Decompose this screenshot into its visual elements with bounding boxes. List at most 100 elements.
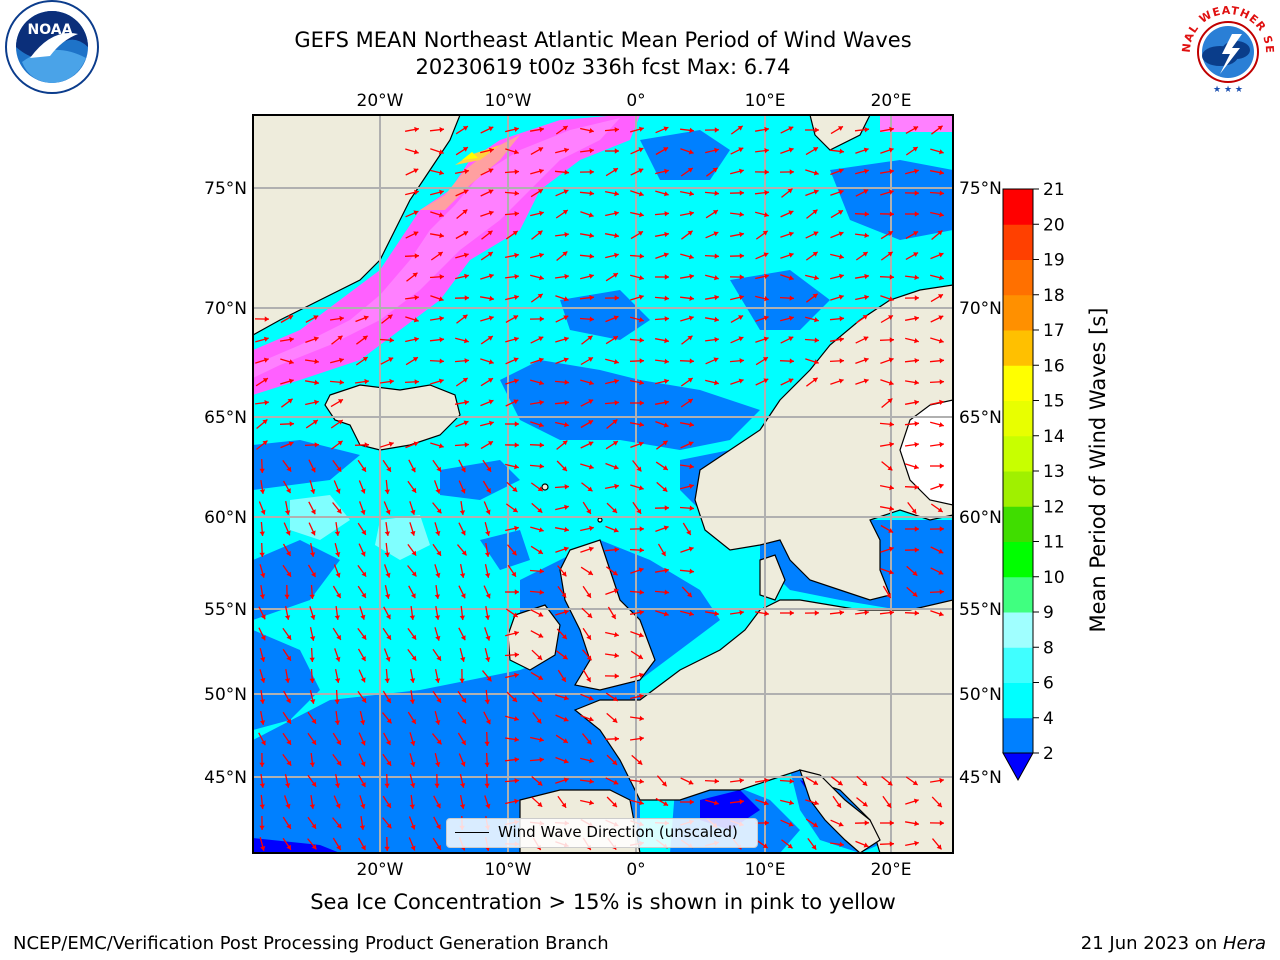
sea-ice	[253, 115, 953, 395]
wind-wave-arrow-head	[314, 379, 319, 386]
wind-wave-arrow-head	[863, 147, 869, 153]
wind-wave-arrow-head	[639, 547, 644, 553]
wind-wave-arrow-head	[687, 399, 693, 404]
wind-wave-arrow-head	[689, 190, 694, 197]
wind-wave-arrow-head	[939, 399, 944, 405]
footer-host: Hera	[1222, 933, 1266, 954]
wind-wave-arrow-head	[312, 420, 318, 425]
wind-wave-arrow-head	[313, 336, 319, 342]
wind-wave-arrow-head	[435, 572, 441, 578]
wind-wave-arrow-head	[639, 400, 644, 406]
colorbar-bands	[1003, 189, 1033, 754]
wind-wave-arrow-head	[664, 274, 669, 280]
wind-wave-arrow-head	[488, 273, 494, 279]
wind-wave-arrow-head	[938, 338, 944, 344]
wind-wave-arrow-head	[414, 295, 419, 301]
wind-wave-arrow-head	[913, 798, 919, 804]
wind-wave-arrow-head	[514, 294, 519, 300]
wind-wave-arrow-head	[813, 800, 819, 806]
wind-wave-arrow-head	[459, 573, 466, 578]
wind-wave-arrow-head	[739, 778, 744, 784]
wind-wave-arrow-head	[464, 358, 469, 364]
wind-wave-arrow-head	[887, 780, 893, 786]
lon-ticks-top: 20°W 10°W 0° 10°E 20°E	[357, 91, 912, 111]
wind-wave-arrow-head	[664, 191, 669, 197]
wind-wave-arrow-head	[260, 657, 266, 662]
wind-wave-arrow-head	[386, 760, 392, 766]
colorbar-band	[1003, 365, 1033, 401]
wind-wave-arrow-head	[539, 252, 544, 258]
colorbar-label: Mean Period of Wind Waves [s]	[1086, 307, 1110, 633]
wind-wave-arrow-head	[410, 761, 416, 767]
wind-wave-arrow-head	[889, 610, 894, 616]
wind-wave-arrow-head	[537, 189, 543, 194]
wind-wave-arrow-head	[586, 508, 591, 514]
wind-wave-arrow-head	[887, 398, 893, 404]
wind-wave-arrow-head	[661, 551, 666, 557]
wind-wave-arrow-head	[913, 231, 919, 236]
colorbar-band	[1003, 259, 1033, 296]
wind-wave-arrow-head	[436, 697, 441, 703]
wind-wave-arrow-head	[438, 296, 444, 302]
wind-wave-arrow-head	[664, 337, 669, 344]
wind-wave-arrow-head	[485, 509, 491, 515]
wind-wave-arrow-head	[436, 655, 441, 661]
wind-wave-arrow-head	[687, 335, 693, 341]
wind-wave-arrow-head	[564, 232, 569, 238]
wind-wave-arrow-head	[639, 589, 644, 595]
wind-wave-arrow-head	[514, 757, 519, 763]
wind-wave-arrow-head	[335, 572, 341, 578]
wind-wave-arrow-head	[689, 358, 694, 364]
wind-wave-arrow-head	[764, 777, 769, 784]
wind-wave-arrow-head	[360, 509, 366, 515]
wind-wave-arrow-head	[589, 380, 594, 386]
wind-wave-arrow-head	[386, 823, 392, 829]
wind-wave-arrow-head	[539, 463, 544, 469]
wind-wave-arrow-head	[864, 294, 869, 300]
wind-wave-arrow-head	[787, 843, 793, 849]
wind-wave-arrow-head	[914, 547, 919, 553]
wind-wave-arrow-head	[637, 759, 643, 765]
wind-wave-arrow-head	[888, 528, 894, 533]
wind-wave-arrow-head	[813, 780, 818, 785]
wind-wave-arrow-head	[889, 211, 894, 217]
wind-wave-arrow-head	[360, 720, 366, 725]
lat-tick-label: 55°N	[959, 600, 1002, 620]
wind-wave-arrow-head	[464, 338, 469, 344]
wind-wave-arrow-head	[614, 232, 619, 239]
wind-wave-arrow-head	[638, 485, 644, 491]
nws-logo: NATIONAL WEATHER SERVICE ★ ★ ★	[1176, 0, 1276, 100]
wind-wave-arrow-head	[814, 275, 819, 281]
wind-wave-arrow-head	[539, 757, 544, 763]
wind-wave-arrow-head	[914, 484, 919, 490]
wind-wave-arrow-head	[913, 252, 919, 257]
wind-wave-arrow-head	[263, 357, 269, 363]
wind-wave-arrow-head	[588, 695, 594, 701]
wind-wave-arrow-head	[436, 550, 441, 556]
wind-wave-arrow-head	[789, 295, 794, 301]
lat-tick-label: 50°N	[959, 685, 1002, 705]
wind-wave-arrow-head	[639, 693, 644, 699]
wind-wave-arrow-head	[764, 126, 769, 133]
lon-tick-label: 10°E	[745, 91, 786, 111]
wind-wave-arrow-head	[889, 505, 894, 512]
wind-wave-arrow-head	[564, 273, 569, 280]
wind-wave-arrow-head	[536, 718, 542, 724]
wind-wave-arrow-head	[913, 126, 919, 131]
wind-wave-arrow-head	[488, 168, 494, 174]
wind-wave-arrow-head	[938, 483, 944, 489]
wind-wave-arrow-head	[663, 252, 669, 258]
colorbar-tick-label: 12	[1043, 497, 1065, 517]
wind-wave-arrow-head	[484, 615, 491, 620]
wind-wave-arrow-head	[914, 338, 919, 344]
wind-wave-arrow-head	[460, 783, 466, 788]
wind-wave-arrow-head	[864, 273, 869, 280]
wind-wave-arrow-head	[512, 507, 518, 513]
wind-wave-arrow-head	[586, 634, 591, 640]
wind-wave-arrow-head	[412, 357, 418, 362]
wind-wave-arrow-head	[485, 573, 491, 578]
wind-wave-arrow-head	[637, 654, 643, 659]
wind-wave-arrow-head	[937, 125, 943, 131]
wind-wave-arrow-head	[336, 739, 341, 745]
wind-wave-arrow-head	[612, 273, 618, 278]
